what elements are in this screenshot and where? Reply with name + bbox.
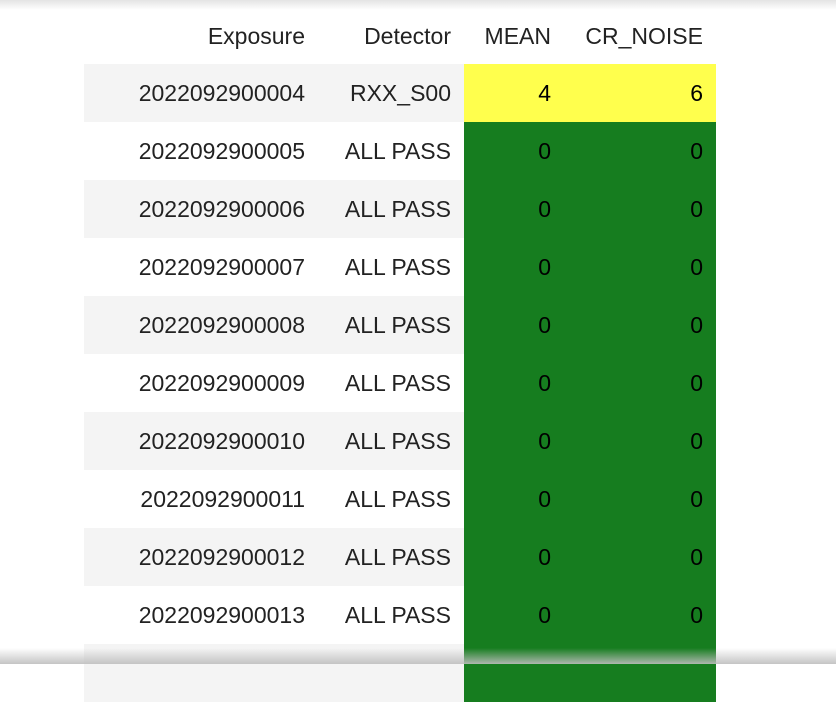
detector-cell: ALL PASS xyxy=(344,601,451,628)
cr-noise-cell: 0 xyxy=(564,238,716,296)
header-mean: MEAN xyxy=(484,22,551,49)
cr-noise-cell: 0 xyxy=(564,122,716,180)
mean-cell: 0 xyxy=(464,354,564,412)
cr-noise-cell: 0 xyxy=(564,470,716,528)
exposure-cell: 2022092900006 xyxy=(138,195,305,222)
table-row: 2022092900012 ALL PASS 0 0 xyxy=(84,528,716,586)
cr-noise-cell: 0 xyxy=(564,412,716,470)
mean-cell: 0 xyxy=(464,122,564,180)
cr-noise-cell: 0 xyxy=(564,528,716,586)
exposure-cell: 2022092900011 xyxy=(140,485,305,512)
detector-cell: ALL PASS xyxy=(344,311,451,338)
table-row: 2022092900009 ALL PASS 0 0 xyxy=(84,354,716,412)
cr-noise-cell: 0 xyxy=(564,354,716,412)
mean-cell: 0 xyxy=(464,470,564,528)
detector-cell: ALL PASS xyxy=(344,253,451,280)
table-row: 2022092900010 ALL PASS 0 0 xyxy=(84,412,716,470)
header-detector: Detector xyxy=(364,22,451,49)
detector-cell: ALL PASS xyxy=(344,137,451,164)
cr-noise-cell: 0 xyxy=(564,586,716,644)
detector-cell: ALL PASS xyxy=(344,485,451,512)
exposure-cell: 2022092900010 xyxy=(138,427,305,454)
table-row: 2022092900006 ALL PASS 0 0 xyxy=(84,180,716,238)
bottom-shadow xyxy=(0,648,836,664)
exposure-cell: 2022092900009 xyxy=(138,369,305,396)
top-shadow xyxy=(0,0,836,10)
header-cr-noise: CR_NOISE xyxy=(585,22,703,49)
mean-cell: 0 xyxy=(464,412,564,470)
exposure-cell: 2022092900007 xyxy=(138,253,305,280)
detector-cell: ALL PASS xyxy=(344,543,451,570)
cr-noise-cell: 0 xyxy=(564,180,716,238)
table-row: 2022092900011 ALL PASS 0 0 xyxy=(84,470,716,528)
detector-cell: RXX_S00 xyxy=(349,79,451,106)
mean-cell: 0 xyxy=(464,586,564,644)
table-row: 2022092900008 ALL PASS 0 0 xyxy=(84,296,716,354)
mean-cell: 0 xyxy=(464,180,564,238)
exposure-cell: 2022092900004 xyxy=(138,79,305,106)
qa-results-table: Exposure Detector MEAN CR_NOISE 20220929… xyxy=(84,8,716,702)
mean-cell: 0 xyxy=(464,296,564,354)
header-exposure: Exposure xyxy=(207,22,305,49)
mean-cell: 0 xyxy=(464,238,564,296)
header-row: Exposure Detector MEAN CR_NOISE xyxy=(84,8,716,64)
cr-noise-cell: 0 xyxy=(564,296,716,354)
table-row: 2022092900007 ALL PASS 0 0 xyxy=(84,238,716,296)
table-row: 2022092900013 ALL PASS 0 0 xyxy=(84,586,716,644)
exposure-cell: 2022092900005 xyxy=(138,137,305,164)
detector-cell: ALL PASS xyxy=(344,427,451,454)
mean-cell: 4 xyxy=(464,64,564,122)
detector-cell: ALL PASS xyxy=(344,195,451,222)
table-row: 2022092900005 ALL PASS 0 0 xyxy=(84,122,716,180)
detector-cell: ALL PASS xyxy=(344,369,451,396)
mean-cell: 0 xyxy=(464,528,564,586)
exposure-cell: 2022092900012 xyxy=(138,543,305,570)
exposure-cell: 2022092900008 xyxy=(138,311,305,338)
cr-noise-cell: 6 xyxy=(564,64,716,122)
exposure-cell: 2022092900013 xyxy=(138,601,305,628)
table-row: 2022092900004 RXX_S00 4 6 xyxy=(84,64,716,122)
